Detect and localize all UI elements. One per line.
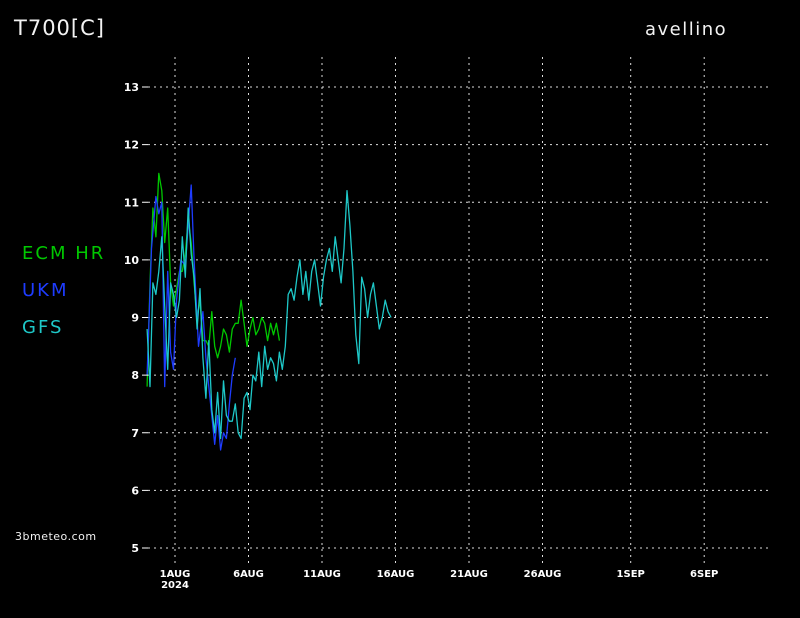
x-tick-label: 1AUG — [160, 569, 191, 580]
y-tick-label: 8 — [131, 369, 139, 382]
series-lines — [146, 172, 392, 451]
x-tick-label: 21AUG — [450, 569, 488, 580]
x-tick-sublabel: 2024 — [161, 580, 189, 591]
y-tick-label: 10 — [124, 254, 140, 267]
y-tick-label: 11 — [124, 196, 139, 209]
series-line-1 — [146, 184, 236, 451]
y-tick-label: 12 — [124, 139, 139, 152]
x-tick-label: 26AUG — [524, 569, 562, 580]
grid — [148, 57, 768, 566]
x-tick-label: 1SEP — [617, 569, 645, 580]
brand-watermark: 3bmeteo.com — [15, 530, 97, 543]
location-label: avellino — [645, 19, 728, 40]
x-tick-label: 11AUG — [303, 569, 341, 580]
legend-ukm: UKM — [22, 280, 69, 301]
y-tick-label: 9 — [131, 312, 139, 325]
series-line-2 — [146, 190, 392, 440]
legend-gfs: GFS — [22, 317, 64, 338]
legend-ecm: ECM HR — [22, 243, 106, 264]
y-tick-label: 7 — [131, 427, 139, 440]
x-tick-label: 6AUG — [233, 569, 264, 580]
y-tick-label: 13 — [124, 81, 139, 94]
series-line-0 — [146, 172, 281, 387]
x-tick-label: 6SEP — [690, 569, 718, 580]
x-tick-label: 16AUG — [377, 569, 415, 580]
y-tick-label: 6 — [131, 484, 139, 497]
chart-title: T700[C] — [14, 16, 105, 40]
y-tick-label: 5 — [131, 542, 139, 555]
